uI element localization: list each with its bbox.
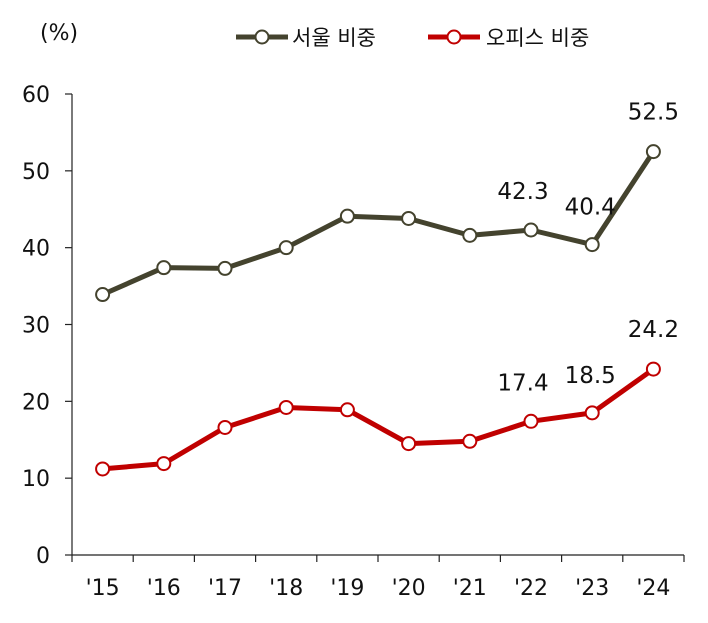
series-1-point-6 [462,433,478,449]
series-line-1 [102,367,655,472]
series-0-data-label-7: 42.3 [497,179,548,205]
x-tick-label-9: '24 [636,576,670,601]
y-tick-label-40: 40 [22,237,50,262]
x-tick-label-0: '15 [86,576,120,601]
series-1-point-2 [217,419,233,435]
series-1-point-4 [339,402,355,418]
series-0-data-label-8: 40.4 [565,195,616,221]
series-0-point-1 [156,260,172,276]
series-1-point-5 [401,436,417,452]
series-1-point-8 [584,405,600,421]
legend-marker-1 [446,29,462,45]
x-tick-label-2: '17 [208,576,242,601]
series-1-data-label-9: 24.2 [628,317,679,343]
series-0-point-3 [278,240,294,256]
series-1-point-3 [278,399,294,415]
series-1-data-label-8: 18.5 [565,363,616,389]
y-tick-label-30: 30 [22,314,50,339]
series-1-point-0 [95,461,111,477]
series-0-point-0 [95,287,111,303]
series-line-0 [101,150,656,297]
series-0-data-label-9: 52.5 [628,100,679,126]
x-tick-label-4: '19 [330,576,364,601]
series-group [95,144,661,477]
x-tick-label-6: '21 [453,576,487,601]
series-0-point-8 [584,237,600,253]
y-tick-label-20: 20 [22,390,50,415]
legend-marker-0 [254,29,270,45]
x-ticks: '15 '16 '17 '18 '19 '20 '21 '22 '23 '24 [71,555,685,601]
y-tick-label-0: 0 [36,544,50,569]
x-tick-label-3: '18 [269,576,303,601]
series-1-point-7 [523,413,539,429]
y-tick-label-10: 10 [22,467,50,492]
x-tick-label-5: '20 [392,576,426,601]
y-ticks: 0 10 20 30 40 50 60 [22,83,72,569]
x-tick-label-1: '16 [147,576,181,601]
axes [71,94,684,556]
series-0-point-9 [645,144,661,160]
series-0-point-2 [217,260,233,276]
series-1-data-label-7: 17.4 [497,370,548,396]
data-labels: 42.3 40.4 52.5 17.4 18.5 24.2 [497,100,679,397]
series-1-point-9 [645,361,661,377]
legend: 서울 비중 오피스 비중 [236,26,589,50]
x-tick-label-7: '22 [514,576,548,601]
x-tick-label-8: '23 [575,576,609,601]
y-tick-label-50: 50 [22,160,50,185]
series-0-point-4 [339,208,355,224]
series-0-point-5 [401,210,417,226]
legend-label-0: 서울 비중 [292,26,376,50]
legend-label-1: 오피스 비중 [486,26,589,50]
series-0-point-6 [462,227,478,243]
y-tick-label-60: 60 [22,83,50,108]
y-unit-label: (%) [40,21,78,46]
series-0-point-7 [523,222,539,238]
series-1-point-1 [156,456,172,472]
